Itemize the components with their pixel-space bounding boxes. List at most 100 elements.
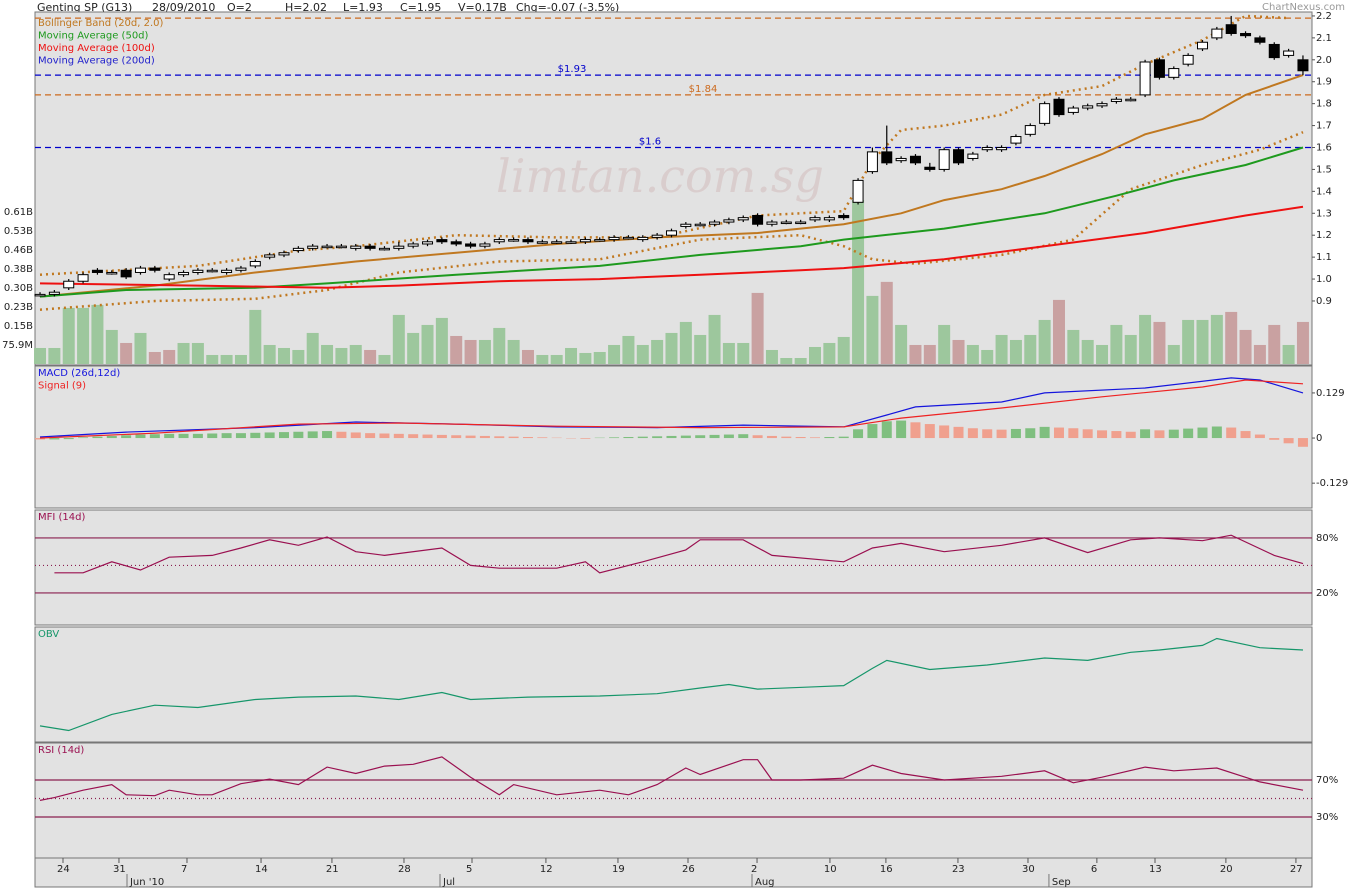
histogram-bar (1211, 426, 1222, 439)
volume-bar (263, 344, 276, 364)
volume-tick-label: 0.53B (4, 226, 33, 237)
histogram-bar (537, 437, 548, 439)
histogram-bar (924, 424, 935, 439)
series-line (39, 756, 1304, 801)
histogram-bar (250, 432, 261, 439)
volume-bar (120, 342, 133, 364)
candle-body (1196, 41, 1208, 50)
volume-tick-label: 0.30B (4, 283, 33, 294)
histogram-bar (1240, 431, 1251, 439)
volume-bar (177, 342, 190, 364)
watermark: limtan.com.sg (496, 149, 824, 203)
histogram-bar (666, 435, 677, 439)
y-tick-label: 70% (1316, 775, 1338, 786)
volume-bar (966, 344, 979, 364)
histogram-bar (479, 435, 490, 439)
histogram-bar (422, 434, 433, 439)
x-tick-label: 26 (682, 864, 695, 875)
candle-body (938, 149, 950, 170)
candle-body (637, 236, 649, 241)
legend-entry: RSI (14d) (38, 745, 84, 756)
candle-body (953, 149, 965, 164)
volume-tick-label: 75.9M (2, 340, 33, 351)
volume-bar (292, 349, 305, 364)
panel-frame (34, 11, 1313, 366)
legend-entry: MACD (26d,12d) (38, 368, 120, 379)
candle-body (149, 267, 161, 271)
candle-body (120, 269, 132, 278)
histogram-bar (221, 433, 232, 439)
candle-body (34, 293, 46, 297)
candle-body (292, 247, 304, 252)
candle-body (981, 146, 993, 151)
candle-body (1240, 32, 1252, 37)
histogram-bar (1039, 426, 1050, 439)
x-tick-label: 23 (952, 864, 965, 875)
volume-bar (651, 339, 664, 364)
volume-bar (277, 347, 290, 364)
volume-bar (134, 332, 147, 364)
candle-body (1225, 24, 1237, 34)
candle-body (1153, 59, 1165, 78)
candle-body (436, 239, 448, 243)
volume-bar (105, 329, 118, 364)
histogram-bar (307, 431, 318, 439)
volume-bar (579, 352, 592, 364)
histogram-bar (365, 433, 376, 439)
volume-bar (450, 335, 463, 364)
volume-bar (421, 324, 434, 364)
histogram-bar (910, 422, 921, 439)
open: O=2 (227, 1, 252, 14)
candle-body (393, 245, 405, 249)
volume-bar (1210, 314, 1223, 364)
histogram-bar (264, 432, 275, 439)
histogram-bar (982, 429, 993, 439)
volume-bar (1139, 314, 1152, 364)
volume-bar (794, 357, 807, 364)
candle-body (335, 245, 347, 249)
y-tick-label: 30% (1316, 812, 1338, 823)
volume-bar (1024, 334, 1037, 364)
candle-body (522, 239, 534, 243)
histogram-bar (1269, 438, 1280, 440)
candle-body (106, 271, 118, 275)
histogram-bar (967, 428, 978, 439)
volume-bar (234, 354, 247, 364)
month-label: Aug (755, 877, 775, 888)
volume-bar (1067, 329, 1080, 364)
symbol: Genting SP (G13) (37, 1, 132, 14)
month-label: Jun '10 (129, 877, 164, 888)
volume-bar (952, 339, 965, 364)
histogram-bar (1068, 428, 1079, 439)
volume-bar (1153, 321, 1166, 364)
volume-bar (1124, 334, 1137, 364)
histogram-bar (436, 434, 447, 439)
histogram-bar (1010, 428, 1021, 439)
candle-body (321, 245, 333, 249)
volume-bar (478, 339, 491, 364)
candle-body (665, 230, 677, 236)
candle-body (422, 241, 434, 245)
candle-body (622, 236, 634, 240)
y-tick-label: 1.9 (1316, 77, 1332, 88)
volume-bar (1052, 299, 1065, 364)
histogram-bar (766, 435, 777, 439)
histogram-bar (680, 435, 691, 439)
candle-body (264, 254, 276, 258)
volume-bar (1081, 339, 1094, 364)
series-line (39, 379, 1304, 439)
candle-body (1039, 103, 1051, 124)
candle-body (795, 221, 807, 225)
histogram-bar (78, 437, 89, 439)
histogram-bar (1297, 438, 1308, 447)
candle-body (378, 247, 390, 251)
volume-bar (895, 324, 908, 364)
volume-bar (435, 317, 448, 364)
histogram-bar (1197, 427, 1208, 439)
histogram-bar (1283, 438, 1294, 444)
volume-bar (751, 292, 764, 364)
x-tick-label: 10 (824, 864, 837, 875)
volume-bar (378, 354, 391, 364)
candle-body (1096, 103, 1108, 107)
